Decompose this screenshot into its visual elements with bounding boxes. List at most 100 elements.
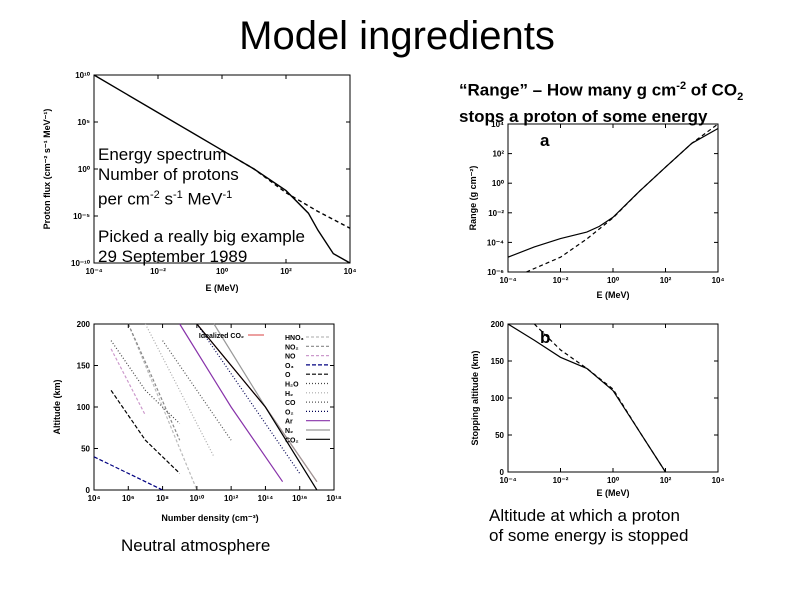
- density-ytick-label: 200: [77, 320, 91, 329]
- range-ytick-label: 10⁻⁶: [487, 268, 504, 277]
- spectrum-note-3a: per cm: [98, 189, 150, 209]
- legend-label: H₂: [285, 391, 293, 398]
- stopping-ytick-label: 200: [491, 320, 505, 329]
- legend-label: Ar: [285, 419, 293, 426]
- density-series-0-line: [196, 323, 318, 483]
- range-ytick-label: 10⁻⁴: [487, 238, 504, 247]
- density-series-12-line: [196, 323, 318, 491]
- density-series-10-line: [179, 323, 284, 483]
- spectrum-note-line-2: Number of protons: [98, 165, 239, 184]
- density-ticks-group: 10⁴ 10⁶ 10⁸ 10¹⁰ 10¹² 10¹⁴ 10¹⁶ 10¹⁸ 200 150 100 50…: [77, 320, 342, 503]
- range-xtick-label: 10⁻⁴: [499, 276, 516, 285]
- spectrum-note-3c: s: [159, 189, 173, 209]
- stopping-xtick-label: 10⁰: [607, 476, 620, 485]
- example-note-line-1: Picked a really big example: [98, 227, 305, 246]
- range-series-0-line: [507, 127, 719, 258]
- density-xtick-label: 10¹⁶: [292, 494, 308, 503]
- spectrum-note-line-1: Energy spectrum: [98, 145, 227, 164]
- spectrum-xtick-label: 10²: [280, 267, 292, 276]
- density-series-5-line: [110, 390, 181, 474]
- spectrum-note-3f: -1: [222, 189, 233, 201]
- spectrum-ytick-label: 10⁻⁵: [73, 212, 90, 221]
- stopping-series-0-line: [507, 323, 667, 473]
- stopping-series-group: [507, 323, 667, 473]
- range-heading-sub: 2: [737, 91, 744, 104]
- spectrum-xlabel: E (MeV): [205, 283, 238, 293]
- spectrum-xtick-label: 10⁻⁴: [85, 267, 102, 276]
- density-xtick-label: 10¹⁸: [326, 494, 342, 503]
- stopping-ylabel: Stopping altitude (km): [470, 351, 480, 446]
- spectrum-xtick-label: 10⁴: [344, 267, 357, 276]
- legend-label: O₂: [285, 409, 294, 416]
- range-heading-text-a: “Range” – How many g cm: [459, 80, 677, 100]
- range-heading-text-b: of CO: [686, 80, 738, 100]
- stopping-xtick-label: 10⁻²: [553, 476, 569, 485]
- spectrum-note: Energy spectrum Number of protons per cm…: [98, 145, 338, 210]
- density-series-8-line: [162, 340, 232, 441]
- spectrum-series-group: [93, 74, 351, 264]
- spectrum-note-3d: -1: [172, 189, 183, 201]
- spectrum-ytick-label: 10⁻¹⁰: [71, 259, 91, 268]
- density-ytick-label: 50: [81, 445, 90, 454]
- density-series-4-line: [93, 456, 163, 491]
- legend-label-idealized: Idealized CO₂: [199, 333, 244, 340]
- legend-label: CO₂: [285, 437, 299, 444]
- stopping-xtick-label: 10⁻⁴: [499, 476, 516, 485]
- legend-label: N₂: [285, 428, 293, 435]
- range-xtick-label: 10⁰: [607, 276, 620, 285]
- legend-label: O₃: [285, 363, 294, 370]
- legend-label: NO: [285, 354, 296, 361]
- spectrum-series-1-line: [221, 149, 351, 229]
- stopping-xlabel: E (MeV): [596, 488, 629, 498]
- spectrum-xtick-label: 10⁰: [216, 267, 229, 276]
- example-note-line-2: 29 September 1989: [98, 247, 248, 266]
- legend-label: NO₂: [285, 344, 299, 351]
- density-xtick-label: 10⁴: [88, 494, 101, 503]
- density-xtick-label: 10¹⁰: [189, 494, 205, 503]
- stopping-series-1-line: [533, 323, 667, 473]
- range-xlabel: E (MeV): [596, 290, 629, 300]
- density-series-9-line: [196, 323, 301, 474]
- density-series-2-line: [127, 323, 181, 441]
- legend-label: CO: [285, 400, 296, 407]
- density-ytick-label: 150: [77, 362, 91, 371]
- density-series-6-line: [110, 340, 181, 425]
- stopping-caption-line-1: Altitude at which a proton: [489, 506, 680, 525]
- stopping-ytick-label: 0: [500, 468, 505, 477]
- range-ylabel: Range (g cm⁻²): [468, 166, 478, 231]
- range-series-group: [507, 123, 719, 273]
- example-note: Picked a really big example 29 September…: [98, 227, 368, 267]
- spectrum-note-line-3: per cm-2 s-1 MeV-1: [98, 185, 338, 210]
- range-heading: “Range” – How many g cm-2 of CO2 stops a…: [459, 76, 789, 127]
- density-ylabel: Altitude (km): [52, 379, 62, 434]
- spectrum-xtick-label: 10⁻²: [150, 267, 166, 276]
- spectrum-note-3e: MeV: [182, 189, 223, 209]
- density-xlabel: Number density (cm⁻³): [161, 513, 258, 523]
- legend-label: HNO₃: [285, 335, 304, 342]
- density-series-11-line: [213, 323, 318, 483]
- density-xtick-label: 10¹⁴: [258, 494, 274, 503]
- density-legend: Idealized CO₂ HNO₃ NO₂ NO O₃ O H₂O H₂ CO O₂ Ar N₂ CO…: [199, 333, 330, 444]
- range-xtick-label: 10⁻²: [553, 276, 569, 285]
- stopping-ticks-group: 10⁻⁴ 10⁻² 10⁰ 10² 10⁴ 200 150 100 50 0: [491, 320, 725, 485]
- range-panel-label: a: [540, 131, 550, 150]
- stopping-panel-label: b: [540, 328, 550, 347]
- stopping-caption: Altitude at which a proton of some energ…: [489, 506, 789, 546]
- stopping-ytick-label: 50: [495, 431, 504, 440]
- density-ytick-label: 0: [86, 486, 91, 495]
- stopping-xtick-label: 10⁴: [712, 476, 725, 485]
- range-heading-text-c: stops a proton of some energy: [459, 107, 708, 127]
- range-ytick-label: 10⁴: [491, 120, 504, 129]
- stopping-ytick-label: 150: [491, 357, 505, 366]
- neutral-atmosphere-caption: Neutral atmosphere: [121, 536, 271, 555]
- stopping-xtick-label: 10²: [660, 476, 672, 485]
- legend-label: H₂O: [285, 382, 299, 389]
- range-ytick-label: 10⁰: [492, 179, 505, 188]
- spectrum-ticks-group: 10⁻⁴ 10⁻² 10⁰ 10² 10⁴ 10¹⁰ 10⁵ 10⁰ 10⁻⁵ 10⁻¹⁰: [71, 71, 356, 276]
- range-series-1-line: [526, 123, 719, 273]
